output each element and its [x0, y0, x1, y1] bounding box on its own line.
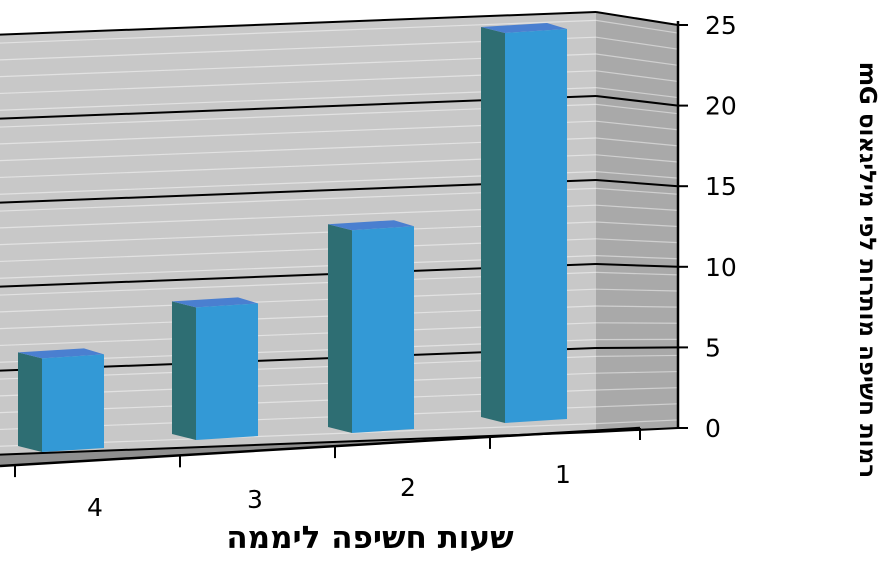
- bar-side-2: [328, 224, 352, 433]
- side-stripe: [595, 204, 679, 211]
- x-tick-label: 4: [87, 493, 103, 522]
- side-stripe: [595, 305, 679, 308]
- x-tick-label: 1: [555, 460, 571, 489]
- side-stripe: [595, 221, 679, 228]
- side-stripe: [595, 53, 679, 66]
- y-tick-label: 15: [705, 172, 737, 201]
- x-axis-line: [0, 426, 641, 468]
- side-stripe: [595, 120, 679, 131]
- side-stripe: [595, 19, 679, 34]
- side-stripe: [595, 238, 679, 244]
- wall-stripe: [0, 19, 597, 44]
- side-stripe: [595, 387, 679, 391]
- side-stripe: [595, 154, 679, 163]
- y-tick-label: 5: [705, 333, 721, 362]
- bar-2: [352, 226, 414, 433]
- side-stripe: [595, 70, 679, 83]
- side-stripe: [595, 271, 679, 276]
- y-tick-label: 25: [705, 11, 737, 40]
- axes: [0, 21, 688, 478]
- gridline-side: [595, 11, 679, 26]
- bar-top-3: [172, 297, 258, 308]
- x-tick-label: 3: [247, 485, 263, 514]
- side-stripe: [595, 36, 679, 50]
- side-stripe: [595, 87, 679, 99]
- tick-labels: 0 5 10 15 20 25 1 2 3 4: [87, 11, 737, 522]
- bar-side-1: [481, 27, 505, 423]
- bars: [18, 23, 567, 452]
- bar-4: [42, 354, 104, 452]
- bar-top-1: [481, 23, 567, 33]
- side-stripe: [595, 171, 679, 179]
- gridline-side: [595, 95, 679, 107]
- gridline-side: [595, 179, 679, 188]
- side-wall: [596, 12, 678, 432]
- side-stripe: [595, 370, 679, 374]
- chart-walls: [0, 12, 679, 466]
- side-stripe: [595, 288, 679, 292]
- bar-3: [196, 303, 258, 440]
- x-axis-title: שעות חשיפה ליממה: [226, 520, 514, 556]
- gridline-side: [595, 346, 679, 349]
- y-tick-label: 20: [705, 92, 737, 121]
- side-stripe: [595, 403, 679, 408]
- y-tick-label: 10: [705, 253, 737, 282]
- x-tick-label: 2: [400, 473, 416, 502]
- side-stripe: [595, 103, 679, 115]
- bar-1: [505, 29, 567, 423]
- bar-side-4: [18, 352, 42, 452]
- gridline-side: [595, 427, 679, 433]
- gridline: [0, 11, 597, 36]
- side-stripe: [595, 255, 679, 260]
- y-tick-label: 0: [705, 414, 721, 443]
- bar-top-2: [328, 220, 414, 231]
- side-stripe: [595, 354, 679, 357]
- bar-top-4: [18, 348, 104, 359]
- bar-side-3: [172, 301, 196, 440]
- side-stripe: [595, 187, 679, 195]
- y-axis-title: רמות חשיפה מותרות לפי מיליגאוס mG: [854, 62, 880, 478]
- side-stripe: [595, 419, 679, 425]
- gridline-side: [595, 263, 679, 268]
- side-stripe: [595, 137, 679, 147]
